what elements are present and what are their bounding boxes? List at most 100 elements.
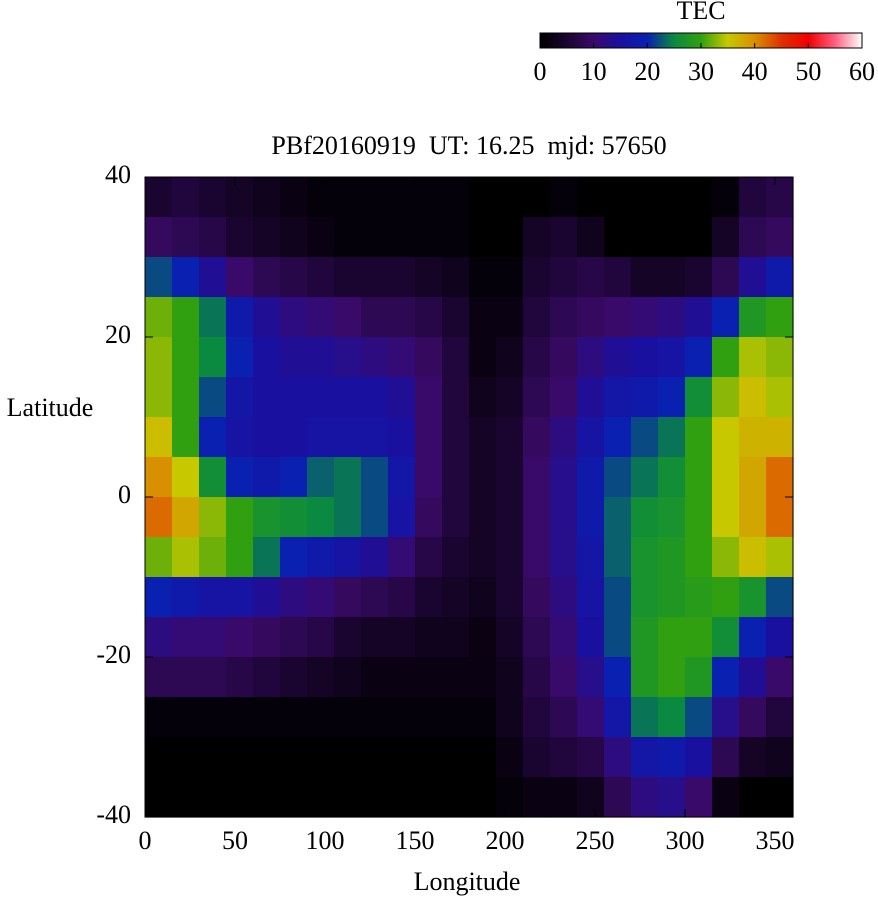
heat-cell [712, 257, 740, 298]
heat-cell [658, 377, 686, 418]
heat-cell [766, 297, 794, 338]
heat-cell [496, 577, 524, 618]
heat-cell [496, 377, 524, 418]
heat-cell [442, 497, 470, 538]
heat-cell [415, 377, 443, 418]
heat-cell [388, 417, 416, 458]
heat-cell [712, 777, 740, 818]
heat-cell [658, 457, 686, 498]
heat-cell [334, 497, 362, 538]
heat-cell [388, 177, 416, 218]
heat-cell [145, 657, 173, 698]
heat-cell [442, 377, 470, 418]
heat-cell [523, 737, 551, 778]
heat-cell [712, 697, 740, 738]
heat-cell [577, 457, 605, 498]
colorbar-tick-label: 30 [688, 57, 714, 86]
colorbar-tick-label: 40 [742, 57, 768, 86]
heat-cell [523, 577, 551, 618]
heat-cell [307, 217, 335, 258]
heat-cell [496, 537, 524, 578]
heat-cell [685, 417, 713, 458]
x-tick-label: 300 [666, 826, 705, 855]
heat-cell [334, 457, 362, 498]
heat-cell [334, 177, 362, 218]
heat-cell [550, 617, 578, 658]
heat-cell [280, 577, 308, 618]
heat-cell [550, 777, 578, 818]
heat-cell [226, 617, 254, 658]
heat-cell [712, 417, 740, 458]
heat-cell [307, 297, 335, 338]
heat-cell [631, 377, 659, 418]
heat-cell [334, 257, 362, 298]
heat-cell [739, 377, 767, 418]
heat-cell [631, 297, 659, 338]
heat-cell [685, 537, 713, 578]
heat-cell [496, 257, 524, 298]
heat-cell [253, 217, 281, 258]
heat-cell [226, 537, 254, 578]
heat-cell [361, 177, 389, 218]
heat-cell [550, 417, 578, 458]
heat-cell [307, 337, 335, 378]
heat-cell [685, 297, 713, 338]
heat-cell [361, 417, 389, 458]
heat-cell [442, 177, 470, 218]
heat-cell [388, 537, 416, 578]
colorbar-tick-label: 0 [534, 57, 547, 86]
heat-cell [361, 777, 389, 818]
heat-cell [145, 417, 173, 458]
heat-cell [253, 737, 281, 778]
heat-cell [631, 697, 659, 738]
heat-cell [523, 257, 551, 298]
heat-cell [550, 457, 578, 498]
heat-cell [334, 417, 362, 458]
heat-cell [415, 657, 443, 698]
heat-cell [631, 337, 659, 378]
heat-cell [334, 337, 362, 378]
heat-cell [172, 777, 200, 818]
heat-cell [496, 777, 524, 818]
heat-cell [631, 657, 659, 698]
heat-cell [361, 457, 389, 498]
heat-cell [199, 457, 227, 498]
heat-cell [604, 417, 632, 458]
x-tick-label: 100 [306, 826, 345, 855]
heat-cell [415, 577, 443, 618]
heat-cell [253, 697, 281, 738]
heat-cell [280, 697, 308, 738]
heat-cell [253, 417, 281, 458]
heat-cell [226, 577, 254, 618]
heat-cell [442, 537, 470, 578]
heat-cell [172, 337, 200, 378]
heat-cell [145, 577, 173, 618]
heat-cell [145, 177, 173, 218]
heat-cell [766, 697, 794, 738]
heat-cell [604, 617, 632, 658]
heat-cell [307, 497, 335, 538]
heat-cell [604, 697, 632, 738]
heat-cell [523, 417, 551, 458]
heat-cell [550, 177, 578, 218]
heat-cell [577, 697, 605, 738]
heat-cell [361, 497, 389, 538]
heat-cell [442, 657, 470, 698]
heat-cell [334, 537, 362, 578]
heat-cell [388, 297, 416, 338]
heat-cell [631, 777, 659, 818]
heat-cell [307, 577, 335, 618]
heat-cell [631, 217, 659, 258]
heat-cell [658, 417, 686, 458]
heat-cell [712, 337, 740, 378]
heat-cell [172, 217, 200, 258]
heat-cell [415, 617, 443, 658]
heat-cell [199, 337, 227, 378]
y-tick-label: -40 [96, 800, 131, 829]
heat-cell [658, 737, 686, 778]
heat-cell [334, 657, 362, 698]
heat-cell [658, 257, 686, 298]
heat-cell [469, 697, 497, 738]
heat-cell [604, 777, 632, 818]
heat-cell [550, 657, 578, 698]
